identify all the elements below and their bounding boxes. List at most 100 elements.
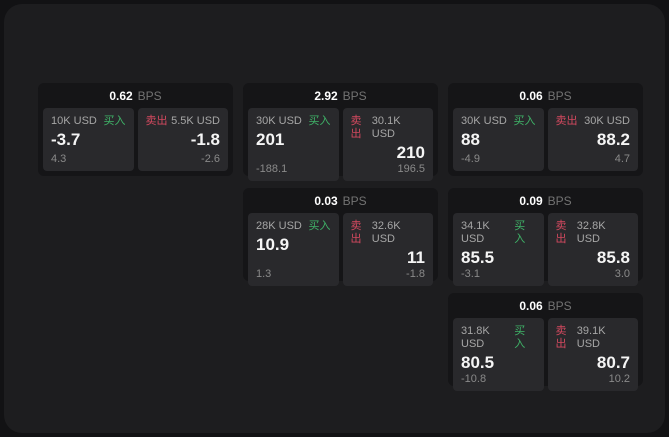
buy-price: -3.7 [51, 130, 81, 150]
buy-price: 10.9 [256, 235, 290, 255]
sell-amount: 5.5K USD [171, 115, 220, 127]
buy-amount: 34.1K USD [461, 220, 490, 246]
quote-body: 34.1K USD 买入 85.5 -3.1 卖出 32.8K USD 85.8… [448, 213, 643, 291]
buy-panel[interactable]: 10K USD 买入 -3.7 4.3 [43, 108, 134, 171]
quote-body: 10K USD 买入 -3.7 4.3 卖出 5.5K USD -1.8 -2.… [38, 108, 233, 176]
buy-panel[interactable]: 30K USD 买入 201 -188.1 [248, 108, 339, 182]
sell-amount: 32.8K USD [576, 220, 606, 246]
sell-panel[interactable]: 卖出 39.1K USD 80.7 10.2 [547, 318, 638, 392]
buy-side-label: 买入 [103, 115, 126, 127]
buy-change: -4.9 [461, 152, 480, 165]
sell-panel-top: 卖出 30K USD [556, 115, 631, 128]
buy-amount: 28K USD [256, 220, 302, 232]
buy-panel-top: 28K USD 买入 [256, 220, 331, 233]
spread-header: 0.03 BPS [243, 188, 438, 213]
quote-card: 0.06 BPS 31.8K USD 买入 80.5 -10.8 卖出 39.1… [448, 293, 643, 392]
buy-amount: 30K USD [461, 115, 507, 127]
spread-header: 0.62 BPS [38, 83, 233, 108]
spread-unit: BPS [547, 298, 572, 313]
sell-panel-top: 卖出 32.8K USD [556, 220, 631, 246]
sell-panel[interactable]: 卖出 30K USD 88.2 4.7 [547, 108, 638, 171]
spread-unit: BPS [547, 193, 572, 208]
buy-side-label: 买入 [308, 115, 331, 127]
spread-value: 0.06 [519, 298, 543, 313]
quote-card: 0.09 BPS 34.1K USD 买入 85.5 -3.1 卖出 32.8K… [448, 188, 643, 287]
sell-price: -1.8 [190, 130, 220, 150]
sell-change: 196.5 [397, 162, 425, 175]
sell-panel-top: 卖出 5.5K USD [146, 115, 221, 128]
quote-body: 30K USD 买入 201 -188.1 卖出 30.1K USD 210 1… [243, 108, 438, 186]
buy-panel-top: 31.8K USD 买入 [461, 325, 536, 351]
buy-change: -188.1 [256, 162, 288, 175]
sell-side-label: 卖出 [555, 325, 567, 351]
buy-change: 1.3 [256, 267, 272, 280]
buy-price: 85.5 [461, 248, 495, 268]
sell-price: 85.8 [596, 248, 630, 268]
quote-body: 30K USD 买入 88 -4.9 卖出 30K USD 88.2 4.7 [448, 108, 643, 176]
buy-change: -3.1 [461, 267, 480, 280]
app-surface: 0.62 BPS 10K USD 买入 -3.7 4.3 卖出 5.5K USD [4, 4, 665, 433]
spread-value: 0.06 [519, 88, 543, 103]
sell-side-label: 卖出 [145, 115, 168, 127]
sell-change: -1.8 [406, 267, 425, 280]
spread-value: 2.92 [314, 88, 338, 103]
spread-header: 0.06 BPS [448, 293, 643, 318]
sell-side-label: 卖出 [350, 220, 362, 246]
sell-amount: 30K USD [584, 115, 630, 127]
sell-amount: 32.6K USD [371, 220, 401, 246]
sell-panel[interactable]: 卖出 30.1K USD 210 196.5 [342, 108, 433, 182]
sell-amount: 30.1K USD [371, 115, 401, 141]
spread-unit: BPS [547, 88, 572, 103]
sell-price: 88.2 [596, 130, 630, 150]
sell-panel-top: 卖出 30.1K USD [351, 115, 426, 141]
quote-grid: 0.62 BPS 10K USD 买入 -3.7 4.3 卖出 5.5K USD [38, 83, 643, 392]
spread-value: 0.03 [314, 193, 338, 208]
buy-panel[interactable]: 31.8K USD 买入 80.5 -10.8 [453, 318, 544, 392]
sell-panel[interactable]: 卖出 5.5K USD -1.8 -2.6 [137, 108, 228, 171]
buy-amount: 10K USD [51, 115, 97, 127]
sell-price: 80.7 [596, 353, 630, 373]
buy-side-label: 买入 [514, 325, 526, 351]
quote-body: 28K USD 买入 10.9 1.3 卖出 32.6K USD 11 -1.8 [243, 213, 438, 291]
buy-price: 201 [256, 130, 285, 150]
sell-change: 3.0 [614, 267, 630, 280]
buy-panel[interactable]: 34.1K USD 买入 85.5 -3.1 [453, 213, 544, 287]
spread-value: 0.09 [519, 193, 543, 208]
spread-value: 0.62 [109, 88, 133, 103]
buy-panel[interactable]: 28K USD 买入 10.9 1.3 [248, 213, 339, 287]
sell-panel[interactable]: 卖出 32.8K USD 85.8 3.0 [547, 213, 638, 287]
buy-side-label: 买入 [514, 220, 526, 246]
sell-side-label: 卖出 [350, 115, 362, 141]
spread-header: 0.09 BPS [448, 188, 643, 213]
spread-header: 2.92 BPS [243, 83, 438, 108]
buy-change: -10.8 [461, 372, 487, 385]
quote-card: 0.62 BPS 10K USD 买入 -3.7 4.3 卖出 5.5K USD [38, 83, 233, 176]
sell-change: 10.2 [608, 372, 630, 385]
buy-panel-top: 34.1K USD 买入 [461, 220, 536, 246]
buy-amount: 31.8K USD [461, 325, 490, 351]
spread-unit: BPS [342, 88, 367, 103]
quote-card: 0.06 BPS 30K USD 买入 88 -4.9 卖出 30K USD [448, 83, 643, 176]
buy-price: 88 [461, 130, 480, 150]
buy-panel-top: 30K USD 买入 [461, 115, 536, 128]
sell-price: 210 [396, 143, 425, 163]
buy-panel[interactable]: 30K USD 买入 88 -4.9 [453, 108, 544, 171]
sell-amount: 39.1K USD [576, 325, 606, 351]
buy-panel-top: 10K USD 买入 [51, 115, 126, 128]
sell-panel-top: 卖出 39.1K USD [556, 325, 631, 351]
buy-change: 4.3 [51, 152, 67, 165]
buy-side-label: 买入 [513, 115, 536, 127]
sell-price: 11 [407, 248, 425, 268]
quote-body: 31.8K USD 买入 80.5 -10.8 卖出 39.1K USD 80.… [448, 318, 643, 396]
sell-panel-top: 卖出 32.6K USD [351, 220, 426, 246]
buy-price: 80.5 [461, 353, 495, 373]
buy-side-label: 买入 [308, 220, 331, 232]
spread-unit: BPS [137, 88, 162, 103]
sell-side-label: 卖出 [555, 115, 578, 127]
sell-change: 4.7 [614, 152, 630, 165]
quote-card: 0.03 BPS 28K USD 买入 10.9 1.3 卖出 32.6K US… [243, 188, 438, 287]
sell-side-label: 卖出 [555, 220, 567, 246]
spread-header: 0.06 BPS [448, 83, 643, 108]
buy-amount: 30K USD [256, 115, 302, 127]
sell-panel[interactable]: 卖出 32.6K USD 11 -1.8 [342, 213, 433, 287]
